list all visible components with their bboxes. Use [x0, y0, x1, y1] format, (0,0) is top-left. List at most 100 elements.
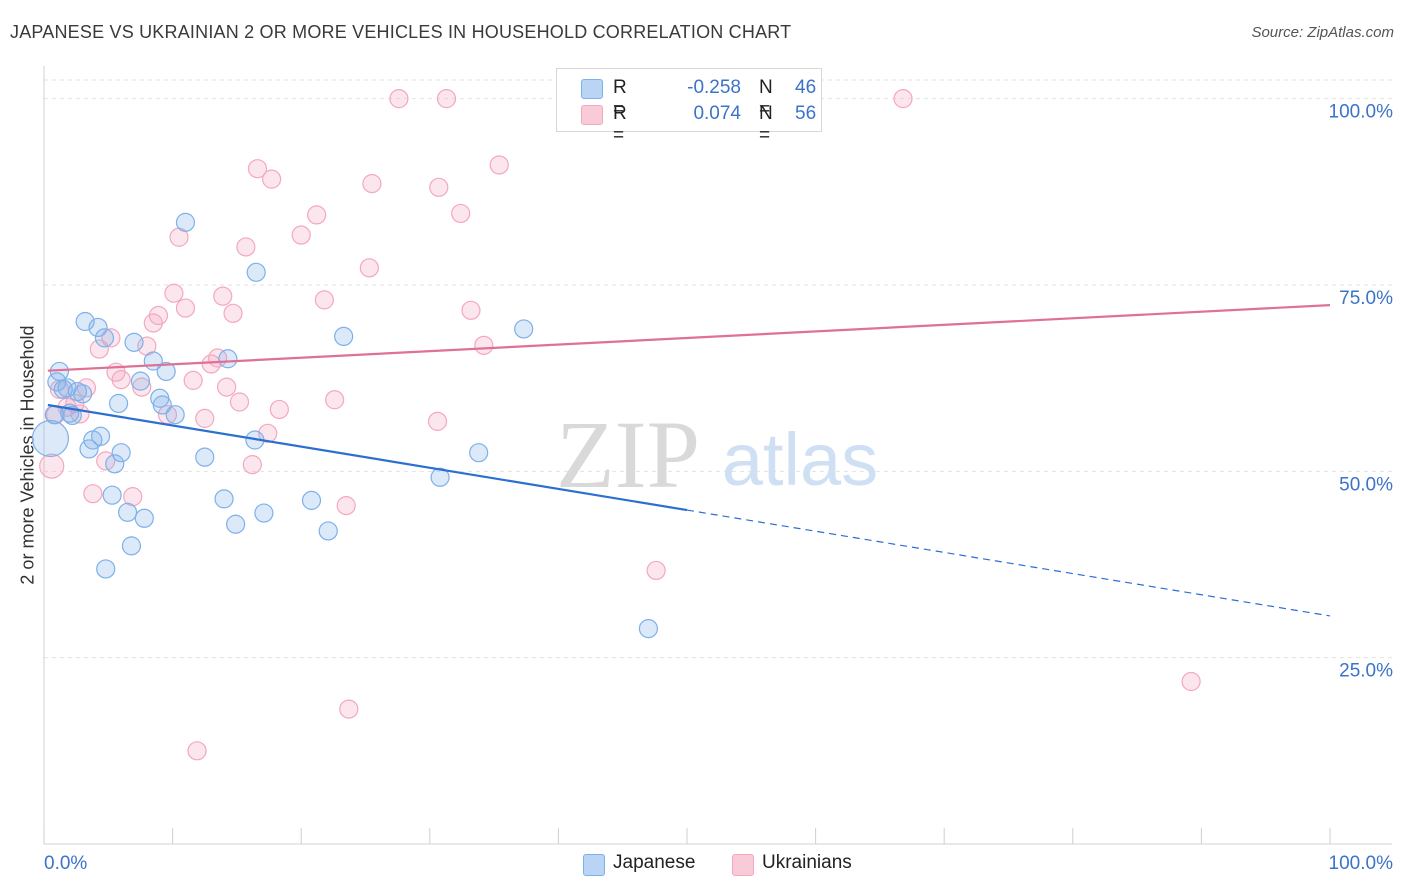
- point-ukrainians: [39, 453, 65, 479]
- japanese-label: Japanese: [613, 852, 696, 873]
- x-tick-label-min: 0.0%: [44, 853, 87, 874]
- legend-r-label: R =: [613, 103, 627, 146]
- point-ukrainians: [436, 89, 457, 109]
- point-ukrainians: [213, 286, 233, 306]
- point-ukrainians: [236, 237, 256, 257]
- point-japanese: [62, 405, 82, 426]
- point-ukrainians: [195, 408, 215, 428]
- point-ukrainians: [175, 298, 196, 318]
- point-ukrainians: [183, 370, 203, 390]
- point-japanese: [96, 559, 116, 579]
- point-japanese: [156, 361, 176, 382]
- point-ukrainians: [291, 225, 311, 245]
- y-tick-label: 100.0%: [1329, 102, 1394, 123]
- point-ukrainians: [89, 339, 109, 359]
- legend-n-label: N =: [759, 103, 773, 146]
- legend-n-value: 56: [795, 103, 817, 124]
- point-japanese: [175, 212, 196, 232]
- point-ukrainians: [223, 303, 243, 323]
- trend-line-japanese-extrapolated: [686, 509, 1331, 617]
- point-ukrainians: [429, 177, 449, 197]
- point-ukrainians: [339, 699, 359, 719]
- point-ukrainians: [451, 203, 471, 224]
- point-ukrainians: [262, 169, 282, 189]
- point-ukrainians: [247, 159, 268, 179]
- gridlines: [44, 79, 1392, 659]
- legend-swatch-ukrainians: [581, 105, 603, 125]
- point-japanese: [117, 502, 138, 522]
- point-ukrainians: [325, 390, 345, 410]
- point-japanese: [152, 395, 172, 415]
- point-ukrainians: [101, 328, 121, 348]
- point-ukrainians: [362, 174, 382, 194]
- y-tick-label: 50.0%: [1339, 474, 1393, 495]
- point-ukrainians: [148, 305, 169, 326]
- watermark-zip: ZIP: [556, 401, 700, 508]
- watermark-atlas: atlas: [722, 418, 878, 501]
- point-japanese: [134, 508, 154, 528]
- point-japanese: [254, 503, 274, 523]
- point-ukrainians: [336, 496, 356, 516]
- point-japanese: [94, 328, 115, 348]
- ukrainians-label: Ukrainians: [762, 852, 852, 873]
- point-japanese: [121, 536, 142, 556]
- point-japanese: [469, 443, 489, 463]
- point-ukrainians: [187, 741, 207, 761]
- legend-r-value: -0.258: [687, 77, 741, 98]
- trend-line-japanese: [47, 403, 688, 512]
- point-ukrainians: [83, 484, 103, 504]
- point-japanese: [130, 371, 151, 391]
- point-ukrainians: [646, 560, 666, 581]
- source-credit: Source: ZipAtlas.com: [1251, 24, 1394, 41]
- point-japanese: [218, 349, 238, 369]
- legend-r-label: R =: [613, 77, 627, 120]
- watermark: ZIP atlas: [556, 401, 878, 508]
- y-tick-label: 75.0%: [1339, 288, 1393, 309]
- trend-line-ukrainians: [47, 304, 1331, 372]
- point-japanese: [430, 467, 450, 487]
- point-ukrainians: [111, 370, 131, 390]
- chart-title: JAPANESE VS UKRAINIAN 2 OR MORE VEHICLES…: [10, 22, 792, 42]
- point-ukrainians: [132, 377, 152, 397]
- point-japanese: [165, 405, 185, 425]
- point-ukrainians: [229, 392, 250, 412]
- legend-swatch-japanese: [581, 79, 603, 99]
- point-ukrainians: [1181, 671, 1201, 692]
- japanese-swatch: [583, 854, 605, 876]
- point-japanese: [226, 514, 246, 534]
- point-japanese: [514, 319, 534, 339]
- point-ukrainians: [893, 89, 913, 109]
- point-ukrainians: [427, 411, 448, 431]
- point-ukrainians: [389, 89, 409, 109]
- tick-labels: 25.0% 50.0% 75.0% 100.0% 0.0% 100.0%: [44, 102, 1393, 874]
- point-japanese: [105, 454, 125, 474]
- legend-n-label: N =: [759, 77, 773, 120]
- legend-r-value: 0.074: [693, 103, 741, 124]
- point-japanese: [638, 618, 659, 639]
- ukrainians-swatch: [732, 854, 754, 876]
- point-ukrainians: [269, 399, 289, 420]
- point-japanese: [90, 426, 111, 446]
- trend-lines: [47, 304, 1331, 617]
- point-japanese: [214, 489, 234, 509]
- point-japanese: [301, 490, 322, 510]
- point-japanese: [108, 393, 129, 414]
- point-ukrainians: [359, 258, 379, 278]
- axes: [43, 66, 1392, 845]
- point-japanese: [72, 384, 93, 404]
- point-japanese: [334, 326, 354, 347]
- point-ukrainians: [307, 205, 327, 225]
- point-ukrainians: [474, 335, 494, 355]
- x-tick-label-max: 100.0%: [1329, 853, 1394, 874]
- point-ukrainians: [314, 290, 334, 310]
- point-japanese: [111, 443, 131, 463]
- legend-n-value: 46: [795, 77, 817, 98]
- y-tick-label: 25.0%: [1339, 661, 1393, 682]
- point-ukrainians: [217, 377, 237, 397]
- point-japanese: [195, 447, 215, 467]
- point-ukrainians: [461, 300, 481, 320]
- correlation-legend: R = -0.258 N = 46 R = 0.074 N = 56: [556, 68, 822, 146]
- point-ukrainians: [489, 155, 509, 175]
- data-points: [31, 89, 1201, 761]
